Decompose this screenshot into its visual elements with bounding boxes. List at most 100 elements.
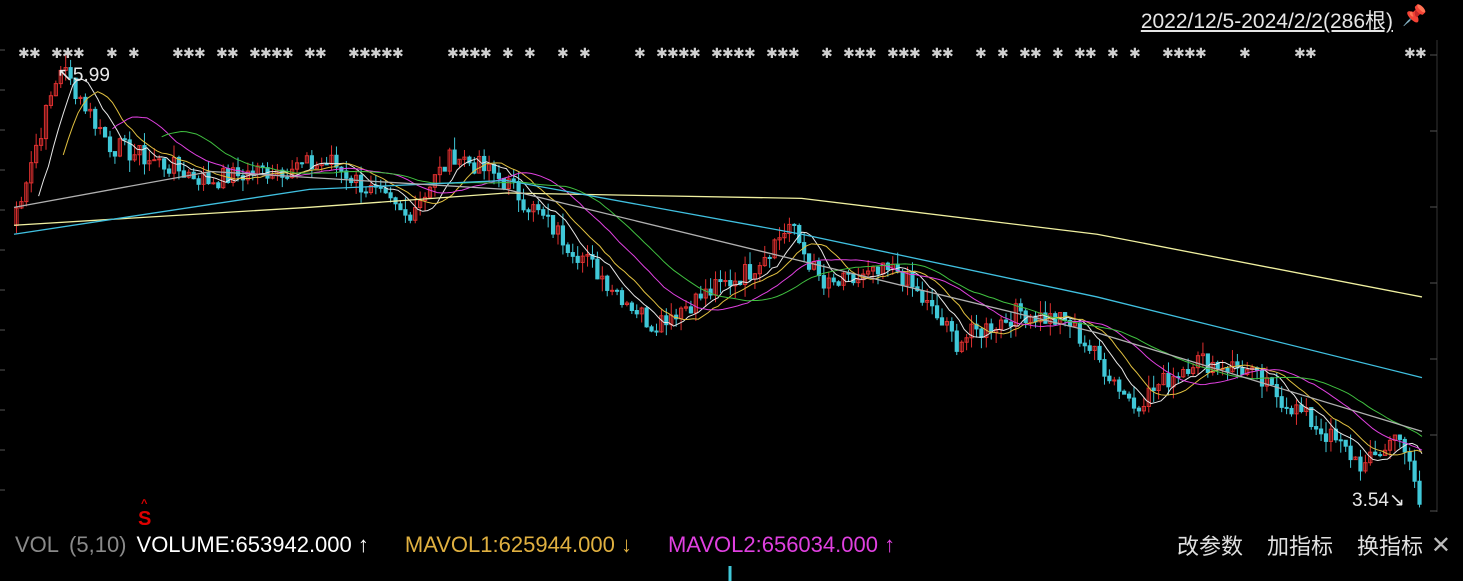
signal-marker: ✱ <box>1195 46 1207 62</box>
candle-body <box>723 280 728 283</box>
signal-marker: ✱ <box>469 46 481 62</box>
candle-body <box>1417 480 1422 505</box>
signal-marker: ✱ <box>854 46 866 62</box>
candle-body <box>526 209 531 213</box>
signal-marker: ✱ <box>557 46 569 62</box>
close-icon[interactable]: ✕ <box>1430 531 1451 559</box>
signal-marker: ✱ <box>1404 46 1416 62</box>
signal-marker: ✱ <box>777 46 789 62</box>
candle-body <box>930 300 935 307</box>
signal-marker: ✱ <box>348 46 360 62</box>
signal-marker: ✱ <box>370 46 382 62</box>
candle-body <box>629 302 634 312</box>
candle-body <box>388 192 393 199</box>
candle-body <box>117 138 122 157</box>
indicator-actions: 改参数 加指标 换指标 <box>1177 529 1423 561</box>
candle-body <box>870 266 876 272</box>
candle-body <box>683 306 689 309</box>
candle-body <box>1338 439 1343 442</box>
candle-body <box>531 204 536 213</box>
signal-marker: ✱ <box>480 46 492 62</box>
candle-body <box>728 280 733 287</box>
candle-body <box>93 108 98 129</box>
candle-body <box>1378 454 1383 457</box>
candle-body <box>1358 456 1363 472</box>
candle-body <box>1181 368 1186 378</box>
candle-body <box>24 182 29 203</box>
signal-marker: ✱ <box>887 46 899 62</box>
candle-body <box>964 337 969 343</box>
date-range-label[interactable]: 2022/12/5-2024/2/2(286根) <box>1140 10 1393 33</box>
candle-body <box>777 237 782 241</box>
candle-body <box>1314 426 1319 430</box>
candle-body <box>742 264 748 286</box>
edit-params-button[interactable]: 改参数 <box>1176 534 1243 559</box>
candle-body <box>772 239 777 259</box>
ma-line-long <box>13 192 1423 298</box>
candle-body <box>230 167 236 183</box>
candle-body <box>1156 384 1161 391</box>
candle-body <box>600 275 605 280</box>
low-price-label: 3.54↘ <box>1352 490 1405 511</box>
signal-marker: ✱ <box>227 46 239 62</box>
candle-body <box>73 77 78 100</box>
candle-body <box>979 328 984 338</box>
add-indicator-button[interactable]: 加指标 <box>1266 534 1333 559</box>
candle-body <box>792 223 797 226</box>
candle-body <box>368 184 374 194</box>
candle-body <box>127 139 132 161</box>
candle-body <box>826 277 831 289</box>
candle-body <box>521 199 526 211</box>
candle-body <box>1368 451 1373 464</box>
ma-line-long <box>13 179 1423 379</box>
signal-marker: ✱ <box>1019 46 1031 62</box>
candle-body <box>344 170 349 179</box>
indicator-name[interactable]: VOL <box>15 532 60 557</box>
candle-body <box>1141 405 1146 412</box>
candle-body <box>575 255 580 263</box>
candle-body <box>639 307 644 315</box>
candle-body <box>565 244 570 254</box>
candle-body <box>34 144 39 164</box>
candle-body <box>58 69 63 85</box>
candle-body <box>447 149 452 172</box>
candle-body <box>102 127 108 138</box>
candle-body <box>442 166 447 172</box>
candle-body <box>211 182 216 185</box>
candle-body <box>432 174 438 188</box>
candle-body <box>866 270 871 275</box>
candle-body <box>1136 407 1142 412</box>
candle-body <box>496 172 502 179</box>
signal-marker: ✱ <box>502 46 514 62</box>
candle-body <box>122 138 127 141</box>
candle-body <box>1373 451 1378 456</box>
signal-marker: ✱ <box>249 46 261 62</box>
signal-marker: ✱ <box>1052 46 1064 62</box>
candle-body <box>580 255 585 263</box>
candle-body <box>1190 367 1196 374</box>
candle-body <box>846 272 851 275</box>
candle-body <box>619 290 625 306</box>
pin-icon[interactable]: 📌 <box>1402 5 1427 27</box>
candle-body <box>63 67 68 71</box>
candle-body <box>196 178 201 185</box>
mavol1-value: MAVOL1:625944.000 ↓ <box>404 532 632 557</box>
candle-body <box>585 254 590 257</box>
ma-line <box>62 91 1423 456</box>
candle-body <box>836 281 841 286</box>
candle-body <box>1200 353 1206 357</box>
signal-marker: ✱ <box>722 46 734 62</box>
signal-marker: ✱ <box>788 46 800 62</box>
signal-marker: ✱ <box>942 46 954 62</box>
candle-body <box>206 172 211 185</box>
signal-marker: ✱ <box>656 46 668 62</box>
candle-body <box>304 155 310 164</box>
signal-marker: ✱ <box>73 46 85 62</box>
switch-indicator-button[interactable]: 换指标 <box>1356 534 1423 559</box>
signal-marker: ✱ <box>1415 46 1427 62</box>
candle-body <box>698 293 703 299</box>
candle-body <box>1328 428 1334 442</box>
candle-body <box>560 225 566 246</box>
candle-body <box>181 170 186 178</box>
